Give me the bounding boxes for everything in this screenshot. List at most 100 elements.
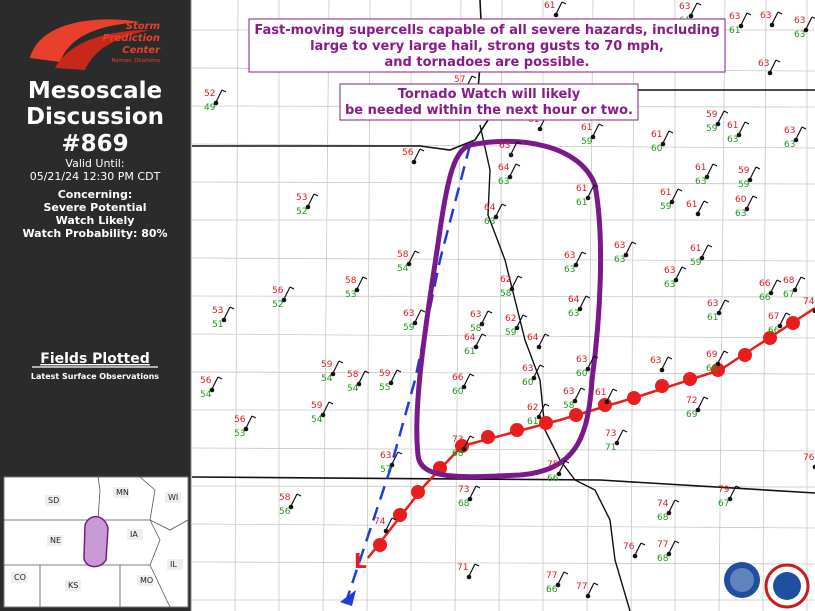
wind-barb <box>471 75 477 79</box>
dewpoint: 63 <box>568 309 579 319</box>
wind-barb <box>296 493 302 497</box>
wind-barb <box>414 309 422 323</box>
note-box <box>339 83 639 121</box>
temperature: 59 <box>321 360 333 370</box>
temperature: 61 <box>660 188 671 198</box>
inset-label-bg <box>45 495 61 506</box>
dewpoint: 66 <box>768 326 780 336</box>
wind-barb <box>724 299 730 303</box>
inset-state-label: WI <box>168 493 178 502</box>
noaa-logo-inner <box>730 568 754 592</box>
county-line <box>191 447 815 452</box>
county-line <box>191 143 815 149</box>
wind-barb <box>681 266 687 270</box>
wind-barb <box>749 166 757 180</box>
station-dot <box>406 261 412 267</box>
wind-barb <box>585 295 591 299</box>
wind-barb <box>555 1 563 15</box>
temperature: 76 <box>623 542 635 552</box>
temperature: 59 <box>379 369 391 379</box>
wind-barb <box>723 110 729 114</box>
front-pip <box>411 485 425 499</box>
front-pip <box>481 430 495 444</box>
station-dot <box>666 551 672 557</box>
front-pip <box>711 363 725 377</box>
temperature: 56 <box>402 148 414 158</box>
wind-barb <box>364 370 370 374</box>
note-line: be needed within the next hour or two. <box>345 103 633 118</box>
temperature: 56 <box>200 376 212 386</box>
wind-barb <box>697 396 705 410</box>
station-dot <box>356 381 362 387</box>
wind-barb <box>510 141 518 155</box>
temperature: 75 <box>547 460 558 470</box>
station-dot <box>479 321 485 327</box>
wind-barb <box>718 299 726 313</box>
station-dot <box>555 582 561 588</box>
wind-barb <box>729 485 737 499</box>
wind-barb <box>612 388 618 392</box>
station-dot <box>572 398 578 404</box>
station-dot <box>389 462 395 468</box>
headline-line: large to very large hail, strong gusts t… <box>310 39 664 54</box>
note-line: Tornado Watch will likely <box>398 87 581 102</box>
inset-labels: SD MN WI NE IA IL CO KS MO <box>11 487 183 591</box>
wind-barb <box>587 184 595 198</box>
front-pip <box>627 391 641 405</box>
station-dot <box>536 344 542 350</box>
county-line <box>191 333 815 339</box>
dewpoint: 63 <box>727 135 738 145</box>
temperature: 52 <box>204 89 215 99</box>
temperature: 77 <box>657 540 668 550</box>
station-dot <box>556 471 562 477</box>
county-line <box>191 295 815 298</box>
temperature: 76 <box>803 453 815 463</box>
wind-barb <box>463 373 471 387</box>
wind-barb <box>563 571 569 575</box>
wind-barb <box>356 276 364 290</box>
fields: Latest Surface Observations <box>31 372 159 381</box>
dewpoint: 49 <box>204 103 216 113</box>
front-pip <box>655 379 669 393</box>
station-dot <box>688 13 694 19</box>
temperature: 74 <box>803 297 815 307</box>
dewpoint: 66 <box>759 293 771 303</box>
wind-barb <box>358 370 366 384</box>
dewpoint: 59 <box>690 258 702 268</box>
county-line <box>191 181 815 185</box>
temperature: 71 <box>457 563 468 573</box>
county-line <box>322 0 330 611</box>
inset-label-bg <box>137 575 153 586</box>
wind-barb <box>414 250 420 254</box>
fields-heading: Fields Plotted <box>40 351 149 367</box>
dewpoint: 57 <box>380 465 391 475</box>
nws-logo-inner <box>773 572 801 600</box>
wind-barb <box>738 121 746 135</box>
wind-barb <box>574 387 582 401</box>
wind-barb <box>587 582 595 596</box>
wind-barb <box>717 110 725 124</box>
dewpoint: 54 <box>200 390 212 400</box>
temperature: 63 <box>499 141 510 151</box>
dewpoint: 60 <box>452 387 464 397</box>
station-dot <box>467 496 473 502</box>
wind-barb <box>544 403 550 407</box>
wind-barb <box>469 435 475 439</box>
wind-barb <box>690 2 698 16</box>
wind-barb <box>397 451 403 455</box>
wind-barb <box>593 184 599 188</box>
inset-label-bg <box>113 487 129 498</box>
county-line <box>234 0 239 611</box>
inset-label-bg <box>47 535 63 546</box>
temperature: 64 <box>498 163 510 173</box>
station-dot <box>666 510 672 516</box>
dewpoint: 67 <box>783 290 794 300</box>
logo-text: Center <box>122 45 161 56</box>
temperature: 63 <box>707 299 718 309</box>
station-dot <box>767 70 773 76</box>
logo-swoosh <box>30 19 140 62</box>
station-dot <box>354 287 360 293</box>
dewpoint: 61 <box>527 417 538 427</box>
station-dot <box>793 137 799 143</box>
